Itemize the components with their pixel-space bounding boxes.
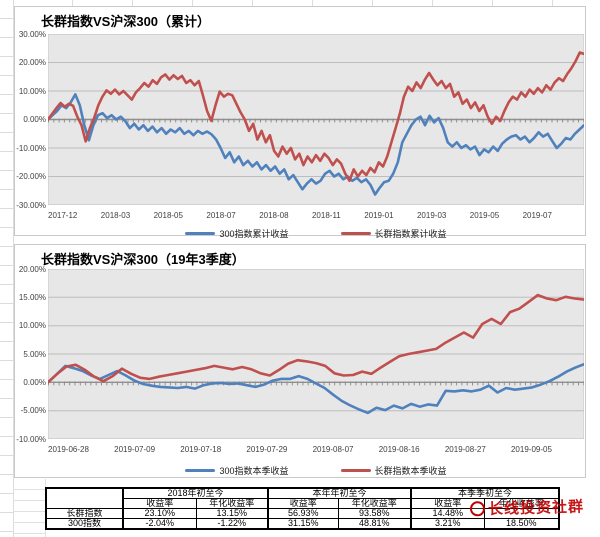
x-axis-tick-label: 2019-03 [416, 211, 447, 220]
chart-title: 长群指数VS沪深300（19年3季度） [41, 252, 245, 267]
table-cell: 31.15% [267, 518, 339, 530]
legend-line-marker [185, 469, 216, 472]
table-cell: 3.21% [410, 518, 485, 530]
legend-item: 300指数累计收益 [185, 227, 289, 240]
legend-label: 300指数累计收益 [219, 229, 289, 239]
chart-title: 长群指数VS沪深300（累计） [41, 14, 211, 29]
table-cell [483, 508, 560, 519]
x-axis-tick-label: 2019-07-18 [180, 445, 222, 454]
x-axis-tick-label: 2019-09-05 [510, 445, 552, 454]
table-col-header: 年化收益率 [337, 498, 412, 509]
x-axis: 2017-12 2018-03 2018-05 2018-07 2018-08 2018-… [48, 211, 584, 220]
performance-table-head: 2018年初至今 本年年初至今 本季季初至今 收益率 年化收益率 收益率 年化收益率 收益率年… [45, 487, 560, 509]
table-row: 长群指数 23.10% 13.15% 56.93% 93.58% 14.48% [45, 508, 560, 519]
y-axis-tick-label: 5.00% [23, 349, 46, 359]
y-axis-tick-label: 15.00% [18, 292, 46, 302]
x-axis-tick-label: 2019-07-09 [114, 445, 156, 454]
legend-label: 长群指数本季收益 [374, 466, 447, 476]
x-axis-tick-label: 2019-08-27 [444, 445, 486, 454]
x-axis-tick-label: 2019-01 [364, 211, 394, 220]
legend-item: 300指数本季收益 [185, 464, 289, 477]
plot-area [46, 33, 586, 206]
y-axis-tick-label: -10.00% [16, 143, 46, 153]
table-col-header: 年化收益率 [195, 498, 269, 509]
y-axis-tick-label: -5.00% [20, 406, 46, 416]
x-axis-tick-label: 2018-08 [259, 211, 289, 220]
table-col-header: 收益率 [267, 498, 339, 509]
legend-item: 长群指数本季收益 [340, 464, 447, 477]
table-group-header: 2018年初至今 [122, 487, 269, 499]
y-axis-tick-label: 10.00% [18, 321, 46, 331]
cumulative-return-chart: 长群指数VS沪深300（累计） 30.00% 20.00% 10.00% 0.00% -… [14, 6, 586, 239]
legend-line-marker [185, 232, 216, 235]
legend-item: 长群指数累计收益 [340, 227, 447, 240]
table-row-label: 长群指数 [45, 508, 124, 519]
table-cell: 14.48% [410, 508, 485, 519]
x-axis-tick-label: 2017-12 [48, 211, 78, 220]
quarter-return-chart: 长群指数VS沪深300（19年3季度） 20.00% 15.00% 10.00% 5.… [14, 244, 586, 478]
y-axis-tick-label: 0.00% [23, 115, 46, 124]
x-axis: 2019-06-28 2019-07-09 2019-07-18 2019-07-29… [48, 445, 584, 454]
table-group-header: 本季季初至今 [410, 487, 560, 499]
y-axis-tick-label: -10.00% [16, 434, 46, 444]
table-cell: 13.15% [195, 508, 269, 519]
x-axis-tick-label: 2018-03 [100, 211, 131, 220]
legend-line-marker [340, 469, 371, 472]
table-cell: 48.81% [337, 518, 412, 530]
table-cell: 18.50% [483, 518, 560, 530]
table-col-header: 收益率 [410, 498, 485, 509]
table-row-label: 300指数 [45, 518, 124, 530]
y-axis-tick-label: 20.00% [18, 58, 46, 67]
x-axis-tick-label: 2019-08-16 [378, 445, 420, 454]
x-axis-tick-label: 2019-07-29 [246, 445, 288, 454]
legend-line-marker [340, 232, 371, 235]
y-axis-tick-label: -20.00% [16, 172, 46, 181]
y-axis-tick-label: 10.00% [18, 86, 46, 96]
x-axis-tick-label: 2018-05 [153, 211, 183, 220]
chart-legend: 300指数累计收益 长群指数累计收益 [48, 227, 584, 240]
x-axis-tick-label: 2018-11 [311, 211, 341, 220]
x-axis-tick-label: 2019-07 [522, 211, 552, 220]
x-axis-tick-label: 2019-08-07 [312, 445, 354, 454]
y-axis-tick-label: -30.00% [16, 200, 46, 210]
table-cell: -2.04% [122, 518, 197, 530]
table-cell: 93.58% [337, 508, 412, 519]
legend-label: 300指数本季收益 [219, 466, 289, 476]
spreadsheet-gridlines-top [13, 0, 600, 6]
performance-table-body: 长群指数 23.10% 13.15% 56.93% 93.58% 14.48% 300指数 -… [45, 508, 560, 530]
table-cell: 23.10% [122, 508, 197, 519]
table-group-header: 本年年初至今 [267, 487, 412, 499]
performance-table: 2018年初至今 本年年初至今 本季季初至今 收益率 年化收益率 收益率 年化收益率 收益率年… [45, 487, 560, 530]
x-axis-tick-label: 2019-05 [469, 211, 500, 220]
table-col-header: 收益率 [122, 498, 197, 509]
x-axis-tick-label: 2019-06-28 [48, 445, 89, 454]
table-cell: -1.22% [195, 518, 269, 530]
legend-label: 长群指数累计收益 [374, 229, 447, 239]
y-axis-tick-label: 30.00% [18, 29, 46, 39]
chart-legend: 300指数本季收益 长群指数本季收益 [48, 464, 584, 477]
y-axis-tick-label: 20.00% [18, 264, 46, 274]
plot-area [46, 268, 586, 440]
table-col-header: 年化收益率 [483, 498, 560, 509]
spreadsheet-gridlines-left [0, 0, 14, 537]
x-axis-tick-label: 2018-07 [206, 211, 236, 220]
table-cell: 56.93% [267, 508, 339, 519]
spreadsheet-gridlines-table-left [13, 479, 46, 537]
table-row: 300指数 -2.04% -1.22% 31.15% 48.81% 3.21% 18.50% [45, 518, 560, 530]
y-axis-tick-label: 0.00% [23, 377, 46, 387]
table-corner-cell [45, 487, 124, 509]
